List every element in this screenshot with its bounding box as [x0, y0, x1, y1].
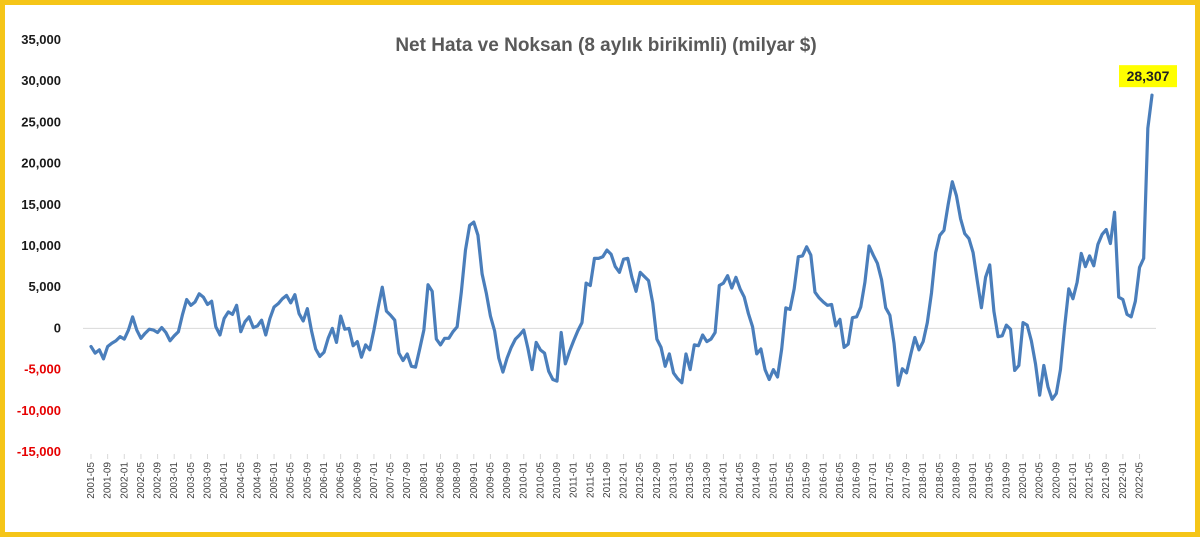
- x-tick-label: 2022-01: [1118, 462, 1129, 499]
- x-tick-label: 2011-09: [602, 462, 613, 498]
- data-label: 28,307: [1127, 68, 1170, 84]
- x-tick-label: 2010-01: [519, 462, 530, 499]
- y-tick-label: 30,000: [21, 73, 61, 88]
- x-tick-label: 2005-09: [302, 462, 313, 499]
- x-tick-label: 2014-05: [735, 462, 746, 499]
- x-tick-label: 2006-09: [352, 462, 363, 499]
- chart-title: Net Hata ve Noksan (8 aylık birikimli) (…: [395, 35, 816, 56]
- x-tick-label: 2016-05: [835, 462, 846, 499]
- x-tick-label: 2012-09: [652, 462, 663, 499]
- y-tick-label: 15,000: [21, 197, 61, 212]
- x-tick-label: 2001-05: [86, 462, 97, 499]
- x-tick-label: 2015-01: [768, 462, 779, 499]
- x-tick-label: 2018-05: [935, 462, 946, 499]
- x-tick-label: 2004-01: [219, 462, 230, 499]
- x-tick-label: 2011-01: [569, 462, 580, 498]
- x-tick-label: 2007-09: [402, 462, 413, 499]
- y-tick-label: 5,000: [28, 279, 61, 294]
- x-tick-label: 2022-05: [1135, 462, 1146, 499]
- x-tick-label: 2010-09: [552, 462, 563, 499]
- x-tick-label: 2016-01: [818, 462, 829, 499]
- x-tick-label: 2009-05: [485, 462, 496, 499]
- x-tick-label: 2009-01: [469, 462, 480, 499]
- x-tick-label: 2014-01: [718, 462, 729, 499]
- x-tick-label: 2003-01: [169, 462, 180, 499]
- x-tick-label: 2004-09: [252, 462, 263, 499]
- x-tick-label: 2017-01: [868, 462, 879, 499]
- line-chart: Net Hata ve Noksan (8 aylık birikimli) (…: [17, 32, 1177, 499]
- y-axis: -15,000 -10,000 -5,000 0 5,000 10,000 15,000 20…: [17, 32, 61, 459]
- x-tick-label: 2014-09: [752, 462, 763, 499]
- x-tick-label: 2021-05: [1085, 462, 1096, 499]
- y-tick-label: 0: [54, 320, 61, 335]
- x-tick-label: 2020-05: [1035, 462, 1046, 499]
- x-tick-label: 2009-09: [502, 462, 513, 499]
- x-axis: 2001-05 2001-09 2002-01 2002-05 2002-09 2003-…: [83, 327, 1156, 499]
- x-tick-label: 2005-05: [286, 462, 297, 499]
- x-tick-label: 2017-09: [902, 462, 913, 499]
- x-tick-label: 2003-05: [186, 462, 197, 499]
- y-tick-label: 20,000: [21, 156, 61, 171]
- x-tick-label: 2002-01: [119, 462, 130, 499]
- x-tick-label: 2013-01: [669, 462, 680, 499]
- x-tick-label: 2016-09: [852, 462, 863, 499]
- x-tick-label: 2021-01: [1068, 462, 1079, 499]
- x-tick-label: 2015-09: [802, 462, 813, 499]
- x-tick-label: 2013-09: [702, 462, 713, 499]
- x-tick-label: 2008-05: [436, 462, 447, 499]
- x-tick-label: 2002-05: [136, 462, 147, 499]
- x-tick-label: 2010-05: [535, 462, 546, 499]
- x-tick-label: 2019-09: [1001, 462, 1012, 499]
- y-tick-label: -15,000: [17, 444, 61, 459]
- y-tick-label: 10,000: [21, 238, 61, 253]
- x-tick-label: 2012-01: [619, 462, 630, 499]
- data-label-highlight: [1119, 65, 1177, 88]
- x-tick-label: 2013-05: [685, 462, 696, 499]
- x-tick-label: 2004-05: [236, 462, 247, 499]
- x-tick-label: 2008-09: [452, 462, 463, 499]
- x-tick-label: 2001-09: [103, 462, 114, 499]
- x-tick-label: 2006-01: [319, 462, 330, 499]
- x-tick-label: 2021-09: [1101, 462, 1112, 499]
- series-line: [89, 93, 1154, 401]
- plot-area: 28,307: [89, 65, 1177, 401]
- x-tick-label: 2007-01: [369, 462, 380, 499]
- x-tick-label: 2020-01: [1018, 462, 1029, 499]
- x-tick-label: 2018-09: [951, 462, 962, 499]
- x-tick-label: 2005-01: [269, 462, 280, 499]
- x-tick-label: 2007-05: [386, 462, 397, 499]
- x-tick-label: 2019-05: [985, 462, 996, 499]
- x-tick-label: 2019-01: [968, 462, 979, 499]
- x-tick-label: 2012-05: [635, 462, 646, 499]
- x-tick-label: 2002-09: [153, 462, 164, 499]
- x-tick-label: 2020-09: [1051, 462, 1062, 499]
- x-tick-label: 2018-01: [918, 462, 929, 499]
- x-tick-label: 2003-09: [203, 462, 214, 499]
- x-tick-label: 2011-05: [585, 462, 596, 498]
- x-tick-label: 2015-05: [785, 462, 796, 499]
- y-tick-label: 35,000: [21, 32, 61, 47]
- x-tick-label: 2006-05: [336, 462, 347, 499]
- x-tick-label: 2017-05: [885, 462, 896, 499]
- y-tick-label: 25,000: [21, 114, 61, 129]
- x-tick-label: 2008-01: [419, 462, 430, 499]
- y-tick-label: -5,000: [24, 362, 61, 377]
- y-tick-label: -10,000: [17, 403, 61, 418]
